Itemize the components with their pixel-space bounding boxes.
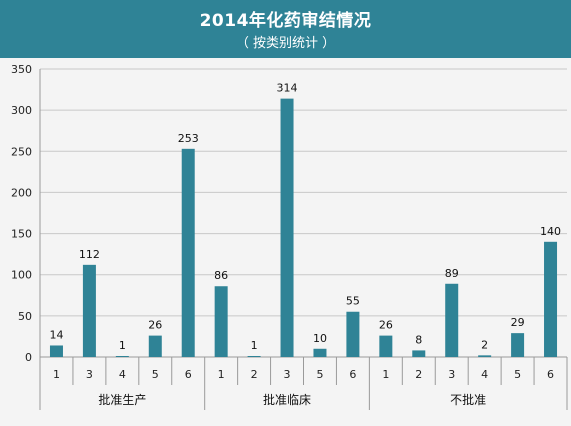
y-tick-label: 50 <box>18 310 32 323</box>
category-label: 1 <box>53 368 60 381</box>
chart-subtitle: （ 按类别统计 ） <box>235 36 336 51</box>
bar <box>115 356 129 357</box>
category-label: 1 <box>218 368 225 381</box>
category-label: 6 <box>547 368 554 381</box>
data-label: 8 <box>415 333 422 346</box>
chart-header: 2014年化药审结情况 （ 按类别统计 ） <box>0 0 571 58</box>
data-label: 29 <box>511 316 525 329</box>
category-label: 2 <box>415 368 422 381</box>
category-label: 5 <box>316 368 323 381</box>
bar <box>181 148 195 357</box>
group-label: 不批准 <box>450 392 486 407</box>
category-label: 4 <box>119 368 126 381</box>
category-label: 6 <box>185 368 192 381</box>
y-tick-label: 0 <box>25 351 32 364</box>
data-label: 1 <box>119 339 126 352</box>
bar <box>247 356 261 357</box>
chart-title: 2014年化药审结情况 <box>199 11 372 31</box>
bar <box>313 348 327 357</box>
data-label: 89 <box>445 267 459 280</box>
bar <box>379 335 393 357</box>
category-label: 3 <box>448 368 455 381</box>
data-label: 140 <box>540 225 561 238</box>
y-tick-label: 350 <box>11 63 32 76</box>
data-label: 86 <box>214 269 228 282</box>
data-label: 2 <box>481 338 488 351</box>
bar <box>412 350 426 357</box>
bar <box>82 264 96 357</box>
bar <box>445 283 459 357</box>
data-label: 26 <box>379 319 393 332</box>
data-label: 253 <box>178 132 199 145</box>
bar <box>49 345 63 357</box>
y-tick-label: 200 <box>11 186 32 199</box>
y-tick-label: 100 <box>11 269 32 282</box>
data-label: 314 <box>277 82 298 95</box>
data-label: 112 <box>79 248 100 261</box>
category-label: 2 <box>251 368 258 381</box>
data-label: 26 <box>148 319 162 332</box>
category-label: 5 <box>152 368 159 381</box>
category-label: 6 <box>349 368 356 381</box>
y-tick-label: 300 <box>11 104 32 117</box>
category-label: 5 <box>514 368 521 381</box>
data-label: 1 <box>251 339 258 352</box>
group-label: 批准生产 <box>98 392 146 407</box>
data-label: 55 <box>346 295 360 308</box>
bar <box>148 335 162 357</box>
category-label: 3 <box>284 368 291 381</box>
bar <box>346 311 360 357</box>
group-label: 批准临床 <box>263 392 311 407</box>
bar <box>478 355 492 357</box>
category-label: 4 <box>481 368 488 381</box>
bar <box>511 333 525 357</box>
y-tick-label: 150 <box>11 228 32 241</box>
data-label: 14 <box>49 328 63 341</box>
bar <box>544 241 558 357</box>
category-label: 1 <box>382 368 389 381</box>
data-label: 10 <box>313 332 327 345</box>
category-label: 3 <box>86 368 93 381</box>
bar <box>214 286 228 357</box>
y-tick-label: 250 <box>11 145 32 158</box>
bar <box>280 98 294 357</box>
